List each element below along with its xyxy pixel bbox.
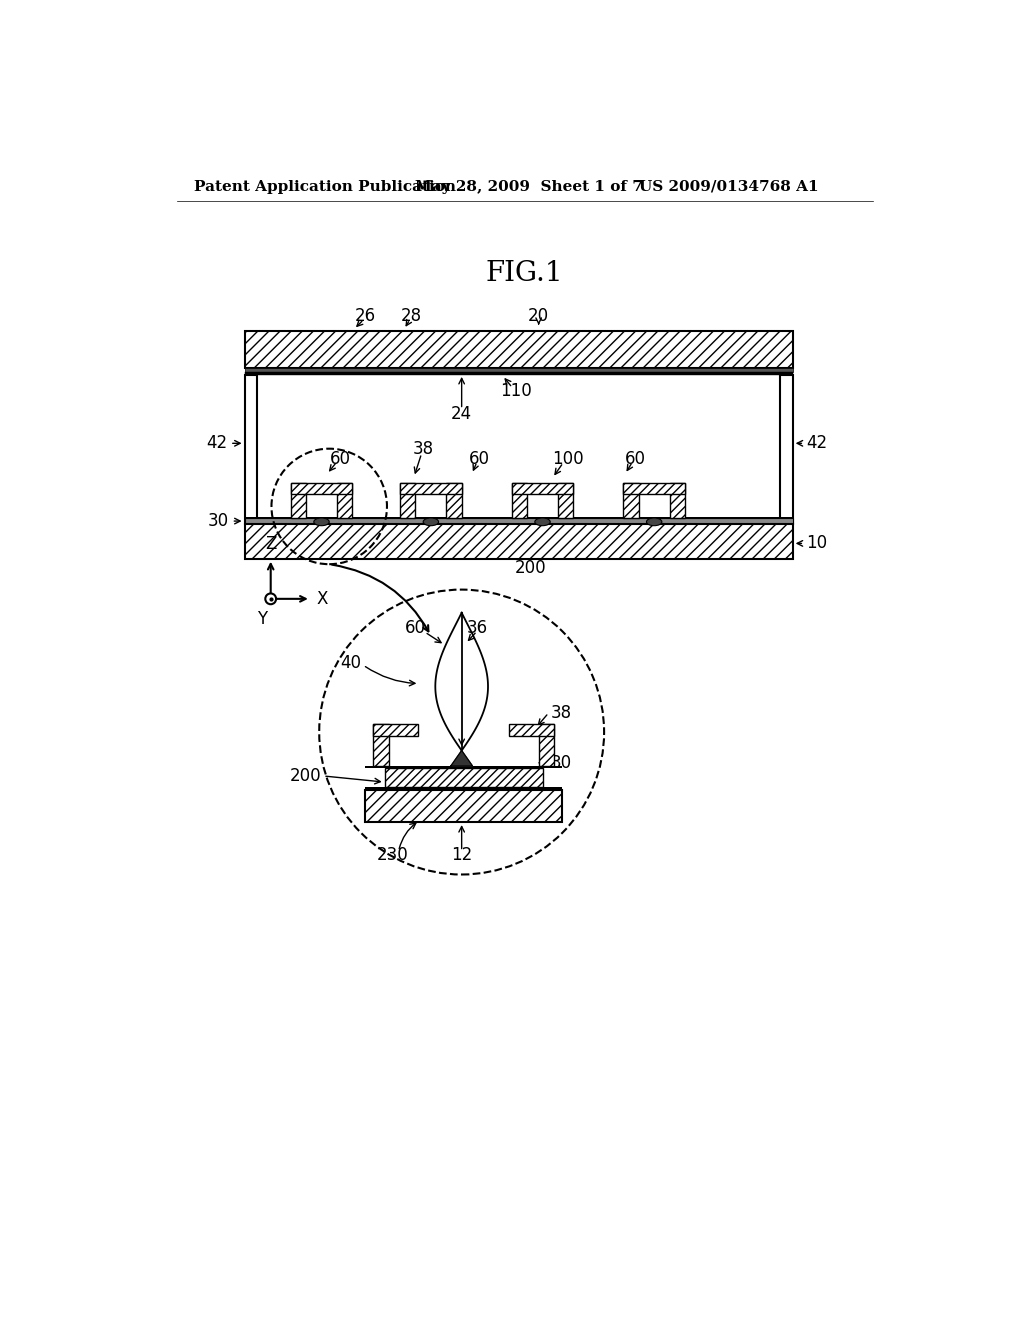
Text: 100: 100 — [552, 450, 584, 467]
Ellipse shape — [313, 517, 330, 525]
Bar — [400, 483, 416, 517]
Bar — [670, 483, 685, 517]
Bar — [385, 768, 543, 787]
Text: 60: 60 — [330, 450, 350, 467]
Text: 42: 42 — [207, 434, 227, 453]
Bar — [373, 723, 418, 737]
Text: 30: 30 — [550, 754, 571, 772]
Text: X: X — [316, 590, 328, 607]
Bar — [337, 483, 352, 517]
Bar — [366, 787, 562, 789]
Text: 42: 42 — [807, 434, 827, 453]
Bar — [245, 372, 793, 375]
Text: 200: 200 — [290, 767, 322, 785]
Bar — [366, 789, 562, 822]
Text: 10: 10 — [807, 535, 827, 552]
Bar — [780, 375, 793, 524]
Bar — [446, 483, 462, 517]
Text: 12: 12 — [451, 846, 472, 865]
Bar — [245, 375, 257, 524]
Bar — [624, 483, 685, 494]
Text: 30: 30 — [208, 512, 229, 531]
Bar — [245, 331, 793, 368]
Text: Z: Z — [265, 536, 276, 553]
Bar — [400, 483, 462, 494]
Ellipse shape — [423, 517, 438, 525]
Ellipse shape — [535, 517, 550, 525]
Text: 24: 24 — [452, 405, 472, 422]
Bar — [509, 723, 554, 737]
Text: US 2009/0134768 A1: US 2009/0134768 A1 — [639, 180, 818, 194]
Text: Y: Y — [257, 610, 267, 628]
Text: 28: 28 — [401, 308, 422, 325]
Text: 20: 20 — [528, 308, 549, 325]
Bar — [512, 483, 527, 517]
Polygon shape — [451, 751, 472, 766]
Text: 38: 38 — [550, 704, 571, 722]
Bar — [512, 483, 573, 494]
Text: 230: 230 — [377, 846, 409, 865]
Bar — [291, 483, 352, 494]
Text: May 28, 2009  Sheet 1 of 7: May 28, 2009 Sheet 1 of 7 — [416, 180, 643, 194]
Bar — [539, 723, 554, 766]
Bar — [245, 517, 793, 519]
Text: 40: 40 — [341, 653, 361, 672]
Text: 26: 26 — [355, 308, 376, 325]
Text: 200: 200 — [515, 560, 547, 577]
Bar — [245, 368, 793, 372]
Text: 38: 38 — [413, 441, 434, 458]
Text: 60: 60 — [404, 619, 426, 638]
Circle shape — [265, 594, 276, 605]
Bar — [373, 723, 388, 766]
Text: 60: 60 — [469, 450, 489, 467]
Text: Patent Application Publication: Patent Application Publication — [194, 180, 456, 194]
Bar — [245, 524, 793, 558]
Bar — [366, 766, 562, 768]
Ellipse shape — [646, 517, 662, 525]
Text: 36: 36 — [467, 619, 487, 638]
Text: 60: 60 — [626, 450, 646, 467]
Bar — [558, 483, 573, 517]
Bar — [245, 517, 793, 524]
Text: FIG.1: FIG.1 — [486, 260, 563, 288]
Bar — [291, 483, 306, 517]
Bar — [624, 483, 639, 517]
Text: 110: 110 — [500, 381, 531, 400]
